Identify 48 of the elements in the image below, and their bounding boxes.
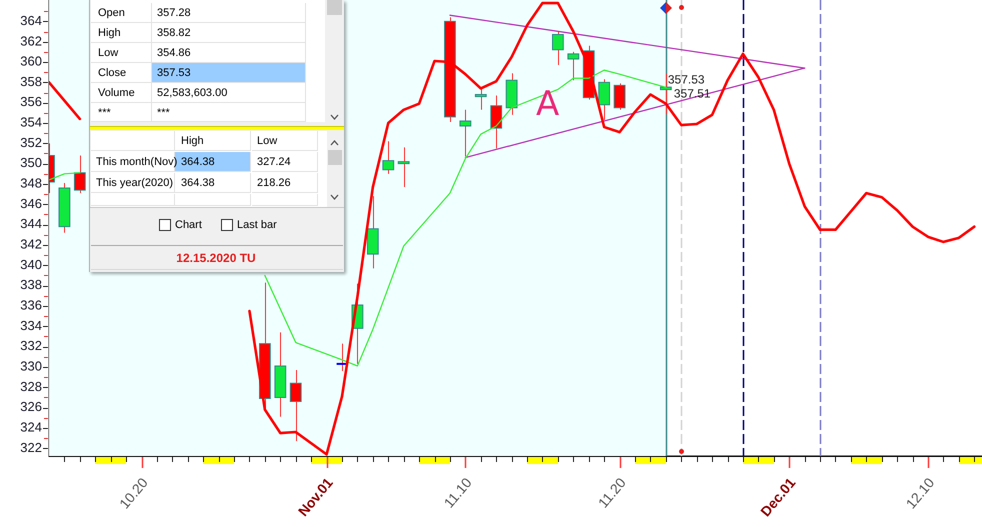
annotation: 358.82 [157, 26, 191, 40]
y-tick-label: 336 [20, 298, 42, 313]
y-tick-label: 356 [20, 94, 42, 110]
y-tick-label: 338 [20, 277, 42, 292]
annotation: 218.26 [257, 176, 291, 190]
y-tick-label: 350 [20, 155, 42, 170]
annotation: This month(Nov) [96, 156, 178, 168]
annotation: Last bar [237, 218, 277, 232]
annotation: A [536, 84, 560, 124]
y-tick-label: 332 [20, 338, 42, 354]
annotation: 12.15.2020 TU [176, 251, 256, 265]
annotation: Low [98, 46, 118, 60]
y-tick-label: 334 [20, 318, 42, 333]
data-label: 357.51 [674, 86, 711, 101]
annotation: Close [98, 66, 126, 80]
annotation: High [181, 134, 204, 148]
y-tick-label: 346 [20, 196, 42, 211]
annotation: 354.86 [157, 46, 191, 60]
y-tick-label: 352 [20, 134, 42, 150]
annotation: This year(2020) [96, 176, 174, 190]
y-tick-label: 328 [20, 378, 42, 394]
annotation: Chart [175, 218, 202, 232]
annotation: Volume [98, 86, 135, 100]
text: 357.53 [157, 66, 191, 78]
y-tick-label: 358 [20, 74, 42, 89]
annotation: Low [257, 134, 278, 148]
y-tick-label: 340 [20, 256, 42, 272]
y-tick-label: 342 [20, 236, 42, 252]
y-tick-label: 360 [20, 54, 42, 69]
y-tick-label: 364 [20, 12, 42, 28]
annotation: 52,583,603.00 [157, 86, 228, 100]
annotation: 357.28 [157, 6, 191, 20]
annotation: *** [98, 106, 111, 120]
annotation: Open [98, 6, 125, 20]
y-tick-label: 348 [20, 176, 42, 191]
annotation: 364.38 [181, 176, 215, 190]
y-tick-label: 324 [20, 420, 42, 435]
annotation: 364.38 [181, 156, 215, 168]
y-tick-label: 326 [20, 399, 42, 414]
y-tick-label: 354 [20, 114, 42, 130]
y-tick-label: 344 [20, 216, 42, 232]
y-tick-label: 330 [20, 358, 42, 374]
y-tick-label: 362 [20, 33, 42, 48]
y-tick-label: 322 [20, 440, 42, 455]
annotation: 327.24 [257, 156, 291, 168]
annotation: High [98, 26, 121, 40]
annotation: 357.53 [668, 72, 705, 86]
annotation: *** [157, 106, 170, 120]
